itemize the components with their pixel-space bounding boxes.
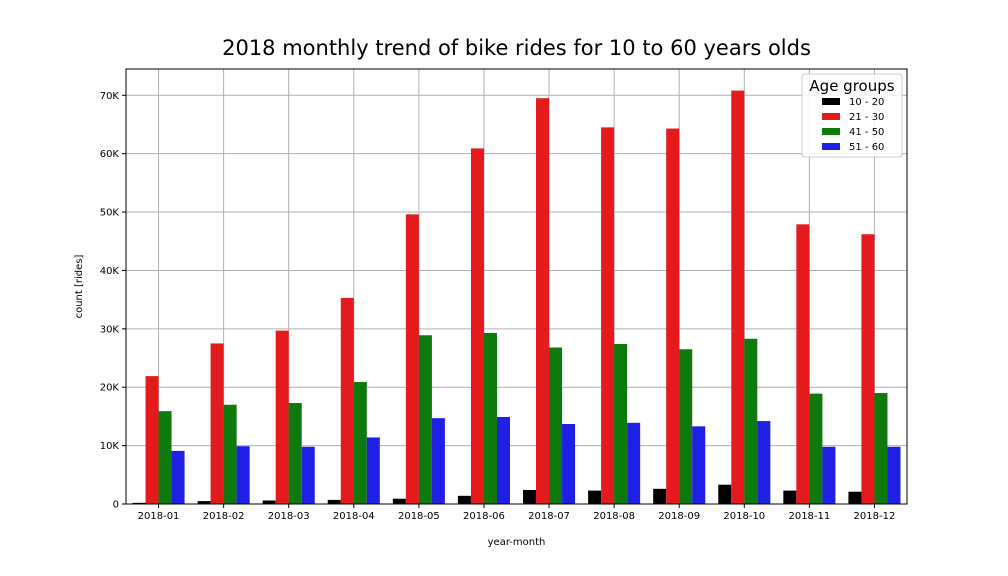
x-tick-label: 2018-11: [788, 511, 830, 522]
plot-frame: [125, 68, 908, 505]
legend-title: Age groups: [809, 77, 894, 95]
x-tick-label: 2018-08: [593, 511, 635, 522]
legend-swatch: [822, 128, 840, 135]
bar-21-30-2018-12: [861, 234, 875, 504]
bar-10-20-2018-07: [523, 489, 537, 504]
bar-51-60-2018-08: [627, 422, 641, 504]
x-tick-label: 2018-01: [138, 511, 180, 522]
bar-10-20-2018-09: [653, 488, 667, 504]
x-axis-label: year-month: [488, 537, 546, 548]
x-tick-label: 2018-07: [528, 511, 570, 522]
axis-ticks: 0 10K 20K 30K 40K 50K 60K 70K 2018-01 2018-02 2018…: [100, 91, 896, 522]
bar-51-60-2018-06: [496, 417, 510, 504]
legend-entry-label: 10 - 20: [849, 97, 884, 108]
bar-41-50-2018-08: [614, 344, 628, 504]
legend-swatch: [822, 98, 840, 105]
bar-51-60-2018-01: [171, 450, 185, 504]
bar-51-60-2018-05: [431, 418, 445, 504]
bar-41-50-2018-11: [809, 393, 823, 504]
bar-10-20-2018-03: [262, 500, 276, 504]
bar-10-20-2018-12: [848, 491, 862, 504]
y-tick-label: 10K: [100, 441, 120, 452]
bar-41-50-2018-06: [483, 332, 497, 504]
bar-51-60-2018-04: [366, 437, 380, 504]
chart-title: 2018 monthly trend of bike rides for 10 …: [222, 36, 811, 60]
bar-21-30-2018-05: [405, 214, 419, 504]
x-tick-label: 2018-03: [268, 511, 310, 522]
y-axis-label: count [rides]: [74, 255, 85, 319]
bar-10-20-2018-08: [588, 490, 602, 504]
x-tick-label: 2018-06: [463, 511, 505, 522]
x-tick-label: 2018-04: [333, 511, 375, 522]
x-tick-label: 2018-12: [854, 511, 896, 522]
bar-10-20-2018-06: [457, 495, 471, 504]
bar-21-30-2018-02: [210, 343, 224, 504]
bar-10-20-2018-11: [783, 490, 797, 504]
bar-21-30-2018-07: [536, 98, 550, 504]
bar-10-20-2018-10: [718, 484, 732, 504]
bar-51-60-2018-10: [757, 421, 771, 504]
legend: Age groups 10 - 20 21 - 30 41 - 50 51 - 60: [801, 73, 903, 158]
y-tick-label: 0: [113, 500, 119, 511]
bars: [132, 90, 901, 505]
bar-41-50-2018-01: [158, 411, 172, 504]
legend-swatch: [822, 143, 840, 150]
x-tick-label: 2018-05: [398, 511, 440, 522]
bar-41-50-2018-12: [874, 393, 888, 504]
y-tick-label: 40K: [100, 266, 120, 277]
bar-21-30-2018-03: [275, 330, 289, 504]
bar-21-30-2018-09: [666, 128, 680, 504]
bar-21-30-2018-04: [340, 297, 354, 504]
bar-10-20-2018-02: [197, 501, 211, 504]
y-tick-label: 20K: [100, 383, 120, 394]
bar-41-50-2018-04: [353, 381, 367, 504]
bar-21-30-2018-08: [601, 127, 615, 505]
y-tick-label: 70K: [100, 91, 120, 102]
bar-21-30-2018-06: [470, 148, 484, 504]
legend-box: [801, 73, 903, 158]
legend-entry-label: 41 - 50: [849, 127, 884, 138]
bar-51-60-2018-07: [562, 424, 576, 504]
bar-51-60-2018-02: [236, 446, 250, 504]
y-tick-label: 50K: [100, 208, 120, 219]
y-tick-label: 30K: [100, 324, 120, 335]
bar-21-30-2018-01: [145, 376, 159, 504]
bar-41-50-2018-03: [288, 402, 302, 504]
bar-41-50-2018-10: [744, 338, 758, 504]
x-tick-label: 2018-02: [203, 511, 245, 522]
y-tick-label: 60K: [100, 149, 120, 160]
x-tick-label: 2018-09: [658, 511, 700, 522]
x-tick-label: 2018-10: [723, 511, 765, 522]
legend-swatch: [822, 113, 840, 120]
bar-41-50-2018-05: [418, 335, 432, 504]
bar-10-20-2018-05: [392, 498, 406, 504]
bar-51-60-2018-11: [822, 446, 836, 504]
bar-41-50-2018-09: [679, 349, 693, 504]
bar-21-30-2018-10: [731, 90, 745, 504]
legend-entry-label: 21 - 30: [849, 112, 884, 123]
bar-51-60-2018-09: [692, 426, 706, 504]
bar-51-60-2018-12: [887, 446, 901, 504]
bar-21-30-2018-11: [796, 224, 810, 504]
bar-41-50-2018-02: [223, 404, 237, 504]
bar-10-20-2018-04: [327, 499, 341, 504]
grid-lines: [126, 69, 907, 505]
bar-41-50-2018-07: [549, 347, 563, 504]
legend-entry-label: 51 - 60: [849, 142, 884, 153]
bar-51-60-2018-03: [301, 446, 315, 504]
bar-10-20-2018-01: [132, 502, 146, 504]
